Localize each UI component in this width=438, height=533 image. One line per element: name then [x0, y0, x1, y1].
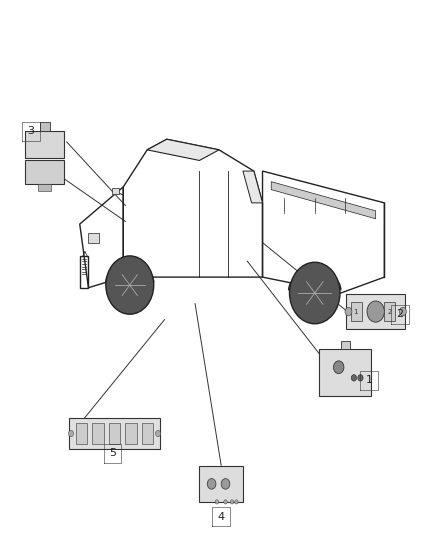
Circle shape [68, 430, 74, 437]
Bar [351, 302, 361, 321]
Text: 1: 1 [353, 309, 358, 314]
Bar [40, 122, 50, 131]
Bar [346, 294, 405, 329]
Polygon shape [243, 171, 262, 203]
Circle shape [221, 479, 230, 489]
Circle shape [351, 375, 357, 381]
Bar [92, 423, 104, 445]
Text: 1: 1 [366, 375, 373, 385]
Bar [385, 302, 395, 321]
Bar [76, 423, 87, 445]
Bar [88, 233, 99, 243]
Circle shape [358, 375, 363, 381]
Circle shape [235, 500, 238, 504]
Text: 2: 2 [396, 309, 403, 319]
Bar [125, 423, 137, 445]
Circle shape [290, 262, 340, 324]
Circle shape [333, 361, 344, 374]
Bar [113, 188, 119, 195]
Bar [142, 423, 153, 445]
Text: 2: 2 [388, 309, 392, 314]
Bar [69, 418, 160, 449]
Bar [25, 160, 64, 184]
Circle shape [207, 479, 216, 489]
Bar [109, 423, 120, 445]
Polygon shape [271, 182, 376, 219]
Bar [199, 466, 243, 502]
Circle shape [224, 500, 227, 504]
Circle shape [230, 500, 234, 504]
Polygon shape [147, 139, 219, 160]
Circle shape [367, 301, 385, 322]
Bar [319, 349, 371, 397]
Bar [39, 184, 51, 191]
Circle shape [345, 308, 352, 316]
Circle shape [106, 256, 154, 314]
Text: 3: 3 [28, 126, 35, 136]
Text: 5: 5 [109, 448, 116, 458]
Circle shape [399, 308, 406, 316]
Bar [341, 341, 350, 349]
Circle shape [155, 430, 161, 437]
Circle shape [215, 500, 219, 504]
Bar [25, 131, 64, 158]
Text: 4: 4 [218, 512, 225, 522]
